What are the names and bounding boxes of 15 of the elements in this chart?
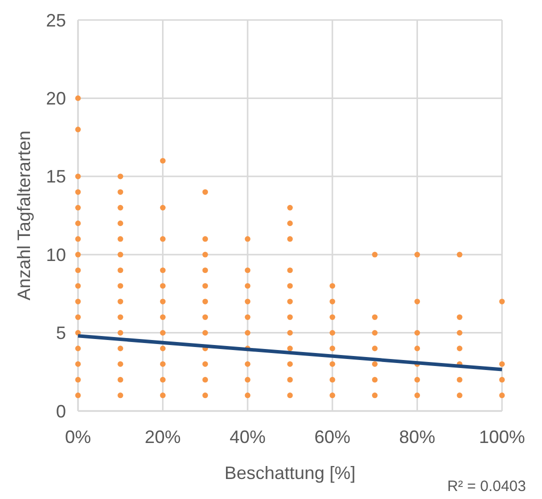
x-tick-label: 0% — [64, 427, 92, 447]
x-tick-label: 60% — [314, 427, 350, 447]
y-axis-title: Anzahl Tagfalterarten — [14, 130, 34, 300]
y-tick-label: 5 — [56, 323, 66, 344]
y-tick-label: 25 — [46, 10, 66, 30]
x-tick-label: 40% — [230, 427, 266, 447]
x-tick-label: 80% — [399, 427, 436, 447]
y-tick-label: 10 — [46, 244, 66, 265]
y-tick-label: 20 — [46, 88, 66, 108]
y-tick-label: 15 — [46, 166, 66, 187]
y-tick-label: 0 — [56, 401, 66, 422]
x-tick-label: 100% — [478, 427, 526, 447]
x-tick-label: 20% — [144, 427, 181, 447]
x-axis-title: Beschattung [%] — [224, 463, 356, 483]
text: R² = 0.0403 — [447, 478, 526, 495]
